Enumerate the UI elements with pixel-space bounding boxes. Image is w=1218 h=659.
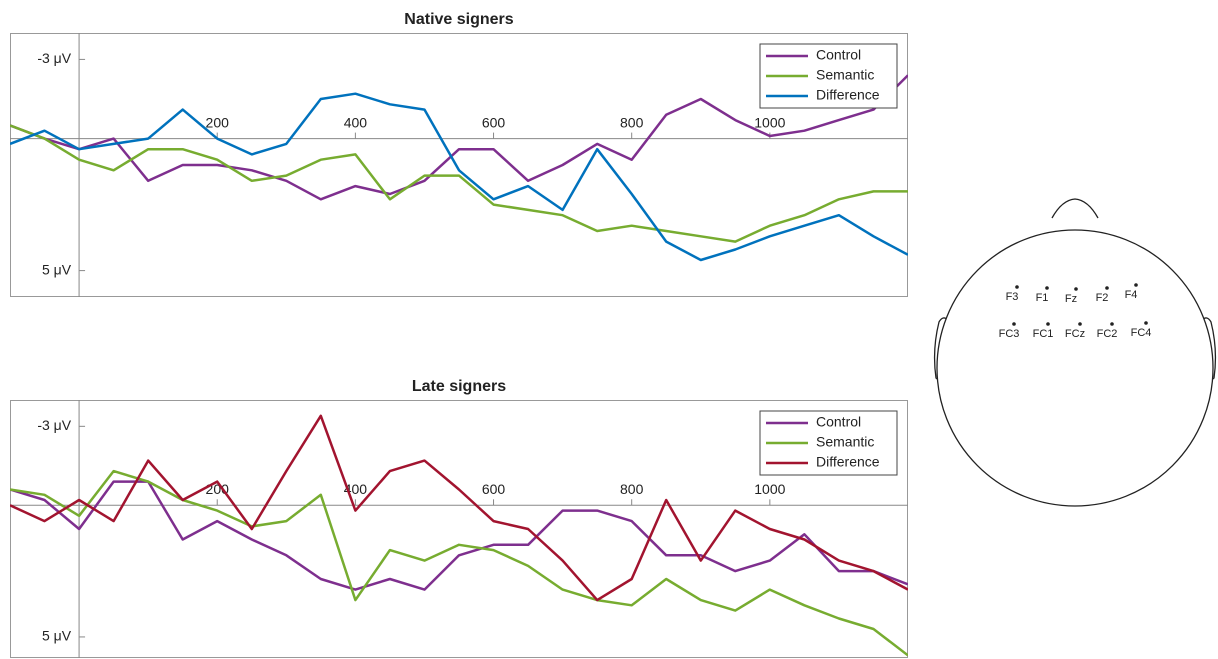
- series-line: [10, 74, 908, 201]
- electrode-label: Fz: [1065, 293, 1077, 305]
- series-line: [10, 92, 908, 262]
- series-line: [10, 124, 908, 243]
- y-tick-label: 5 μV: [42, 261, 72, 277]
- electrode-dot: [1045, 286, 1049, 290]
- y-tick-label: -3 μV: [37, 50, 71, 66]
- electrode-dot: [1105, 286, 1109, 290]
- electrode-label: FCz: [1065, 328, 1085, 340]
- series-line: [10, 469, 908, 657]
- x-tick-label: 800: [620, 114, 644, 130]
- chart-title: Late signers: [412, 378, 506, 395]
- electrode-dot: [1015, 285, 1019, 289]
- electrode-dot: [1078, 322, 1082, 326]
- electrode-label: F3: [1006, 291, 1019, 303]
- chart-panel: Native signers 200 400 600 800 1000 -3 μV 5 μV C…: [10, 11, 908, 297]
- legend-label: Control: [816, 414, 861, 430]
- plot-frame: [10, 33, 908, 297]
- electrode-dot: [1144, 321, 1148, 325]
- electrode-dot: [1134, 283, 1138, 287]
- x-tick-label: 600: [482, 114, 506, 130]
- plot-frame: [10, 400, 908, 658]
- series-line: [10, 414, 908, 602]
- electrode-dot: [1012, 322, 1016, 326]
- x-tick-label: 200: [206, 114, 230, 130]
- y-tick-label: -3 μV: [37, 417, 71, 433]
- legend: Control Semantic Difference: [759, 43, 898, 109]
- head-outline: [936, 229, 1214, 507]
- head-diagram: F3 F1 Fz F2 F4 FC3 FC1 FCz FC2 FC4: [933, 198, 1217, 507]
- legend-label: Control: [816, 47, 861, 63]
- electrode-dot: [1110, 322, 1114, 326]
- electrode-label: F2: [1096, 292, 1109, 304]
- electrode-label: F4: [1125, 289, 1138, 301]
- y-tick-label: 5 μV: [42, 628, 72, 644]
- chart-title: Native signers: [404, 11, 513, 28]
- x-tick-label: 600: [482, 481, 506, 497]
- electrode-label: FC3: [999, 328, 1020, 340]
- electrode-label: FC4: [1131, 327, 1152, 339]
- series-line: [10, 480, 908, 591]
- legend-label: Difference: [816, 87, 880, 103]
- electrode-dot: [1046, 322, 1050, 326]
- legend-label: Semantic: [816, 67, 874, 83]
- electrode-label: FC2: [1097, 328, 1118, 340]
- electrode-dot: [1074, 287, 1078, 291]
- legend-label: Difference: [816, 454, 880, 470]
- x-tick-label: 400: [344, 114, 368, 130]
- legend: Control Semantic Difference: [759, 410, 898, 476]
- x-tick-label: 800: [620, 481, 644, 497]
- electrode-label: FC1: [1033, 328, 1054, 340]
- x-tick-label: 1000: [754, 114, 785, 130]
- legend-label: Semantic: [816, 434, 874, 450]
- electrode-label: F1: [1036, 292, 1049, 304]
- nose: [1051, 198, 1099, 219]
- x-tick-label: 1000: [754, 481, 785, 497]
